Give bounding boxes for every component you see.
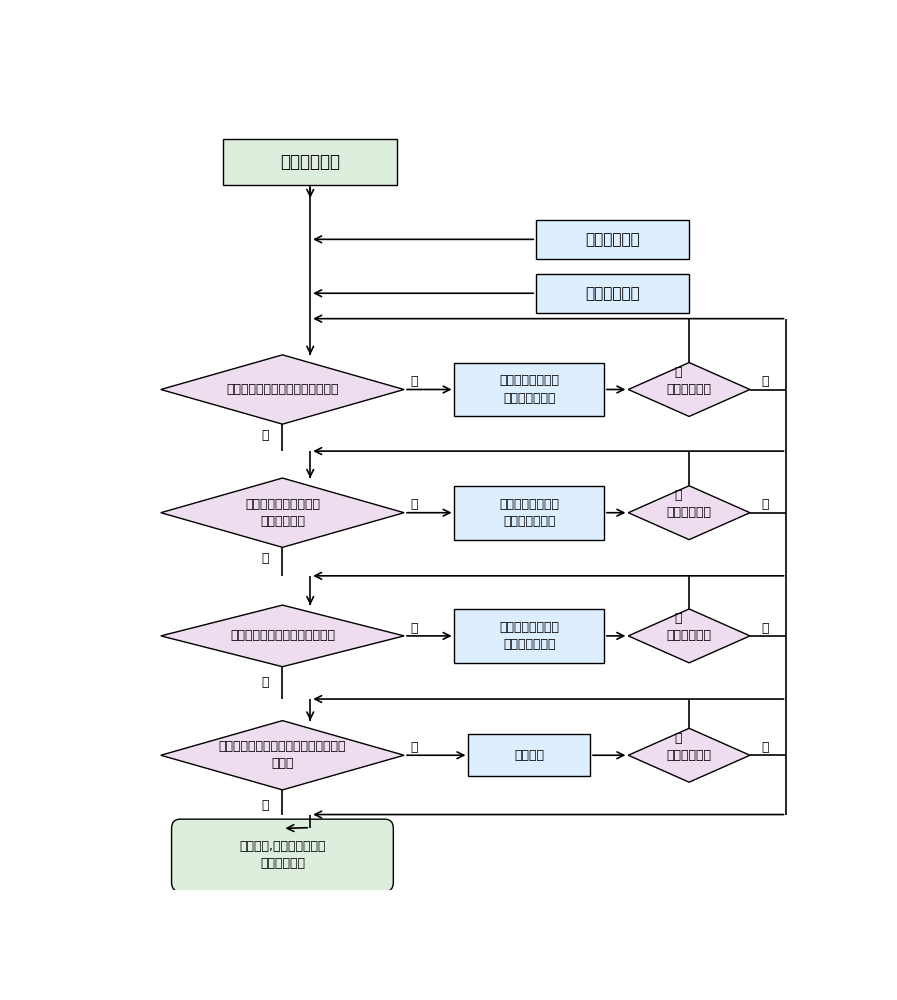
Text: 根据基尔霍夫定律校验短路计算结果是
否有误: 根据基尔霍夫定律校验短路计算结果是 否有误 [219,740,346,770]
Text: 是: 是 [411,741,418,754]
Text: 建立电网模型: 建立电网模型 [280,153,340,171]
Text: 否: 否 [762,498,770,512]
Text: 一次电网模型: 一次电网模型 [585,232,640,247]
Text: 是否继续校核: 是否继续校核 [666,506,711,519]
FancyBboxPatch shape [455,609,604,663]
Text: 是: 是 [675,612,682,625]
Text: 否: 否 [762,375,770,388]
Text: 否: 否 [261,676,269,689]
Text: 是: 是 [675,366,682,379]
Polygon shape [161,478,404,547]
Polygon shape [628,728,750,782]
FancyBboxPatch shape [455,363,604,416]
Polygon shape [161,721,404,790]
Text: 是: 是 [411,375,418,388]
FancyBboxPatch shape [223,139,397,185]
Text: 是否继续校核: 是否继续校核 [666,383,711,396]
FancyBboxPatch shape [455,486,604,540]
Text: 否: 否 [261,429,269,442]
FancyBboxPatch shape [171,819,393,892]
FancyBboxPatch shape [536,274,689,312]
Text: 校验电力网络系统模型是否错误: 校验电力网络系统模型是否错误 [230,629,335,642]
Text: 给出报警，定位具
体错误模型位置: 给出报警，定位具 体错误模型位置 [500,621,559,651]
FancyBboxPatch shape [536,220,689,259]
Text: 否: 否 [261,552,269,565]
Text: 是: 是 [675,489,682,502]
Text: 是: 是 [411,498,418,512]
Polygon shape [161,605,404,667]
Text: 给出报警，列举不
满足的元件参数: 给出报警，列举不 满足的元件参数 [500,374,559,404]
Text: 是: 是 [411,622,418,635]
Text: 是否继续校核: 是否继续校核 [666,629,711,642]
Polygon shape [628,486,750,540]
Polygon shape [161,355,404,424]
Text: 否: 否 [261,799,269,812]
Text: 校验元件模型，判断是
否有可疑断点: 校验元件模型，判断是 否有可疑断点 [245,498,320,528]
Polygon shape [628,609,750,663]
Text: 是否继续校核: 是否继续校核 [666,749,711,762]
Text: 否: 否 [762,741,770,754]
FancyBboxPatch shape [468,734,590,776]
Text: 否: 否 [762,622,770,635]
Text: 给出报警: 给出报警 [514,749,544,762]
Text: 是: 是 [675,732,682,745]
Text: 校核元件参数的取值范围是否出错: 校核元件参数的取值范围是否出错 [226,383,339,396]
Text: 给出报警，列举有
可疑断点的元件: 给出报警，列举有 可疑断点的元件 [500,498,559,528]
Text: 二次电网模型: 二次电网模型 [585,286,640,301]
Text: 校核完毕,给出报告，给出
定值预警结果: 校核完毕,给出报告，给出 定值预警结果 [239,840,326,870]
Polygon shape [628,363,750,416]
